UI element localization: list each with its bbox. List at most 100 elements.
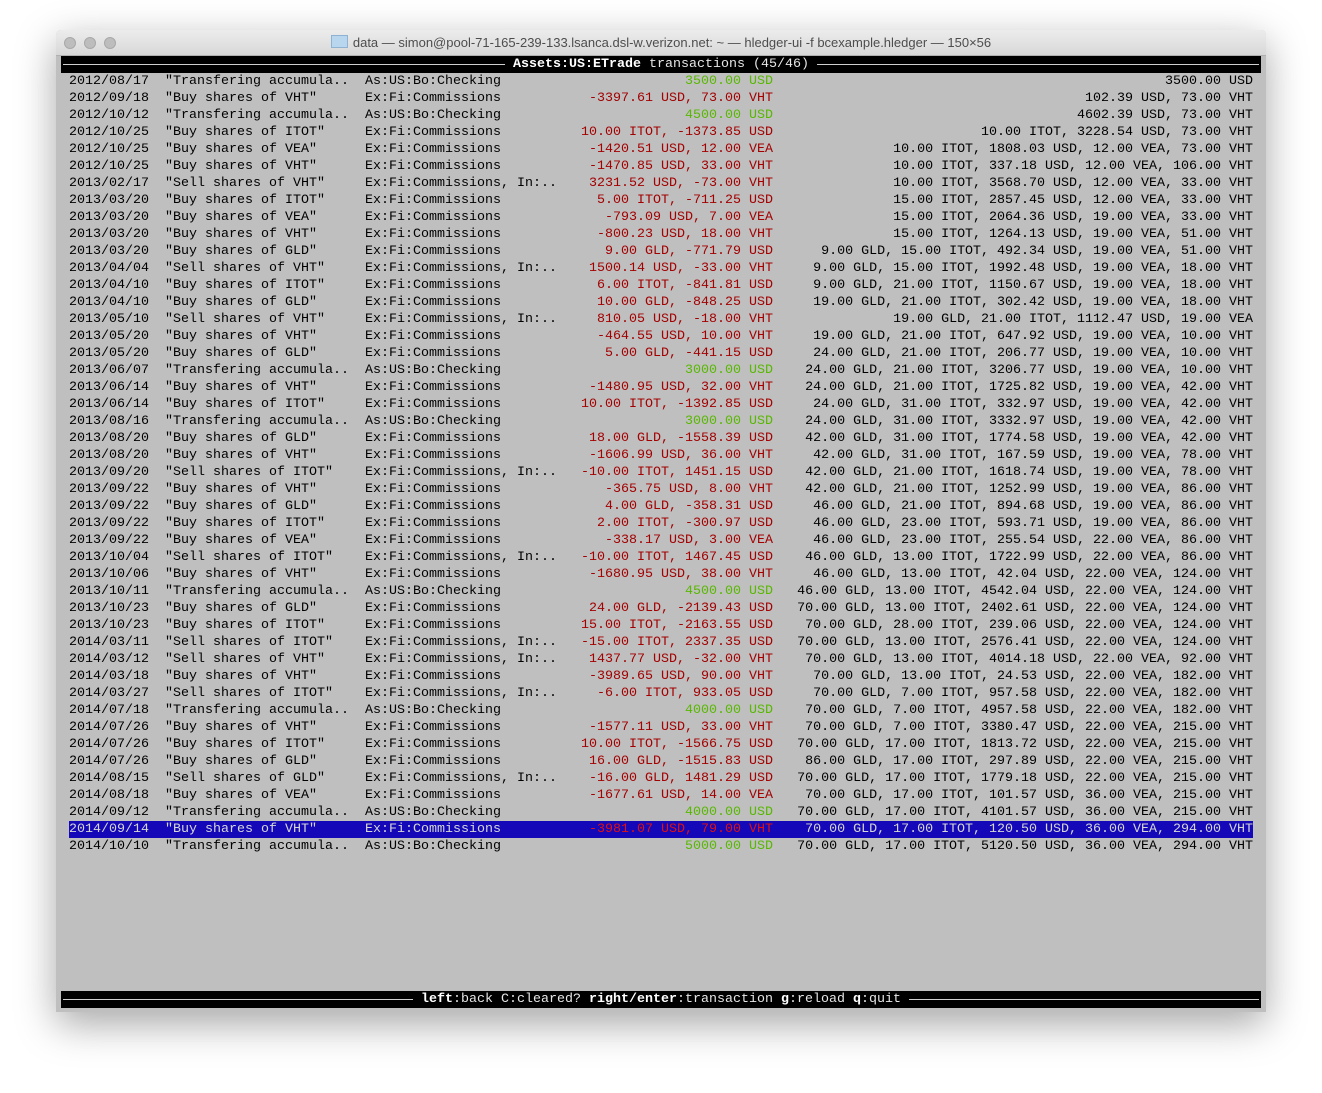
transaction-row[interactable]: 2013/03/20 "Buy shares of ITOT" Ex:Fi:Comm…	[61, 192, 1261, 209]
key-hint: right/enter:transaction	[589, 992, 773, 1007]
selected-transaction-row[interactable]: 2014/09/14 "Buy shares of VHT" Ex:Fi:Commi…	[69, 821, 1253, 838]
transaction-row[interactable]: 2012/10/25 "Buy shares of ITOT" Ex:Fi:Comm…	[61, 124, 1261, 141]
transaction-row[interactable]: 2014/07/26 "Buy shares of VHT" Ex:Fi:Commi…	[61, 719, 1261, 736]
transaction-row[interactable]: 2014/03/18 "Buy shares of VHT" Ex:Fi:Commi…	[61, 668, 1261, 685]
transaction-row[interactable]: 2014/08/18 "Buy shares of VEA" Ex:Fi:Commi…	[61, 787, 1261, 804]
transaction-row[interactable]: 2012/10/12 "Transfering accumula.. As:US:B…	[61, 107, 1261, 124]
account-cell: Ex:Fi:Commissions, In:..	[365, 686, 557, 701]
description-cell: "Buy shares of ITOT"	[165, 193, 325, 208]
transaction-row[interactable]: 2012/08/17 "Transfering accumula.. As:US:B…	[61, 73, 1261, 90]
balance-cell: 46.00 GLD, 13.00 ITOT, 1722.99 USD, 22.0…	[805, 550, 1253, 565]
transaction-row[interactable]: 2013/08/16 "Transfering accumula.. As:US:B…	[61, 413, 1261, 430]
balance-cell: 42.00 GLD, 31.00 ITOT, 1774.58 USD, 19.0…	[805, 431, 1253, 446]
change-amount-cell: 4500.00 USD	[685, 584, 773, 599]
transaction-row[interactable]: 2014/08/15 "Sell shares of GLD" Ex:Fi:Comm…	[61, 770, 1261, 787]
balance-cell: 24.00 GLD, 31.00 ITOT, 332.97 USD, 19.00…	[813, 397, 1253, 412]
balance-cell: 86.00 GLD, 17.00 ITOT, 297.89 USD, 22.00…	[805, 754, 1253, 769]
balance-cell: 9.00 GLD, 15.00 ITOT, 492.34 USD, 19.00 …	[821, 244, 1253, 259]
change-amount-cell: 9.00 GLD, -771.79 USD	[605, 244, 773, 259]
balance-cell: 46.00 GLD, 23.00 ITOT, 593.71 USD, 19.00…	[813, 516, 1253, 531]
description-cell: "Sell shares of ITOT"	[165, 686, 333, 701]
account-cell: Ex:Fi:Commissions	[365, 329, 501, 344]
transaction-row[interactable]: 2013/06/14 "Buy shares of ITOT" Ex:Fi:Comm…	[61, 396, 1261, 413]
transaction-row[interactable]: 2014/03/12 "Sell shares of VHT" Ex:Fi:Comm…	[61, 651, 1261, 668]
change-amount-cell: -15.00 ITOT, 2337.35 USD	[581, 635, 773, 650]
transaction-row[interactable]: 2013/03/20 "Buy shares of VHT" Ex:Fi:Commi…	[61, 226, 1261, 243]
transaction-row[interactable]: 2013/10/23 "Buy shares of ITOT" Ex:Fi:Comm…	[61, 617, 1261, 634]
transaction-row[interactable]: 2013/10/23 "Buy shares of GLD" Ex:Fi:Commi…	[61, 600, 1261, 617]
transaction-row[interactable]: 2013/05/20 "Buy shares of VHT" Ex:Fi:Commi…	[61, 328, 1261, 345]
key-name: left	[421, 992, 454, 1007]
transaction-row[interactable]: 2013/08/20 "Buy shares of VHT" Ex:Fi:Commi…	[61, 447, 1261, 464]
date-cell: 2013/03/20	[69, 244, 149, 259]
transaction-row[interactable]: 2013/09/22 "Buy shares of GLD" Ex:Fi:Commi…	[61, 498, 1261, 515]
transaction-row[interactable]: 2014/07/18 "Transfering accumula.. As:US:B…	[61, 702, 1261, 719]
date-cell: 2013/09/22	[69, 499, 149, 514]
account-cell: Ex:Fi:Commissions	[365, 210, 501, 225]
description-cell: "Buy shares of ITOT"	[165, 397, 325, 412]
date-cell: 2013/06/14	[69, 380, 149, 395]
description-cell: "Buy shares of GLD"	[165, 295, 317, 310]
terminal-window: data — simon@pool-71-165-239-133.lsanca.…	[56, 30, 1266, 1012]
transaction-row[interactable]: 2012/09/18 "Buy shares of VHT" Ex:Fi:Commi…	[61, 90, 1261, 107]
description-cell: "Buy shares of GLD"	[165, 601, 317, 616]
key-name: C	[501, 992, 510, 1007]
transaction-row[interactable]: 2013/06/14 "Buy shares of VHT" Ex:Fi:Commi…	[61, 379, 1261, 396]
transaction-row[interactable]: 2014/07/26 "Buy shares of GLD" Ex:Fi:Commi…	[61, 753, 1261, 770]
transaction-row[interactable]: 2014/07/26 "Buy shares of ITOT" Ex:Fi:Comm…	[61, 736, 1261, 753]
transaction-row[interactable]: 2013/04/10 "Buy shares of ITOT" Ex:Fi:Comm…	[61, 277, 1261, 294]
balance-cell: 42.00 GLD, 21.00 ITOT, 1252.99 USD, 19.0…	[805, 482, 1253, 497]
transaction-row[interactable]: 2013/10/06 "Buy shares of VHT" Ex:Fi:Commi…	[61, 566, 1261, 583]
transaction-row[interactable]: 2013/09/20 "Sell shares of ITOT" Ex:Fi:Com…	[61, 464, 1261, 481]
description-cell: "Buy shares of GLD"	[165, 346, 317, 361]
transaction-row[interactable]: 2014/09/12 "Transfering accumula.. As:US:B…	[61, 804, 1261, 821]
account-cell: Ex:Fi:Commissions, In:..	[365, 465, 557, 480]
change-amount-cell: -338.17 USD, 3.00 VEA	[605, 533, 773, 548]
transaction-row[interactable]: 2012/10/25 "Buy shares of VHT" Ex:Fi:Commi…	[61, 158, 1261, 175]
description-cell: "Buy shares of VEA"	[165, 533, 317, 548]
transaction-row[interactable]: 2013/02/17 "Sell shares of VHT" Ex:Fi:Comm…	[61, 175, 1261, 192]
zoom-button[interactable]	[104, 37, 116, 49]
description-cell: "Buy shares of VHT"	[165, 448, 317, 463]
transaction-row[interactable]: 2013/05/10 "Sell shares of VHT" Ex:Fi:Comm…	[61, 311, 1261, 328]
transaction-row[interactable]: 2013/09/22 "Buy shares of VHT" Ex:Fi:Commi…	[61, 481, 1261, 498]
account-cell: Ex:Fi:Commissions, In:..	[365, 176, 557, 191]
transaction-row[interactable]: 2013/03/20 "Buy shares of VEA" Ex:Fi:Commi…	[61, 209, 1261, 226]
transaction-row[interactable]: 2013/03/20 "Buy shares of GLD" Ex:Fi:Commi…	[61, 243, 1261, 260]
close-button[interactable]	[64, 37, 76, 49]
account-cell: As:US:Bo:Checking	[365, 703, 501, 718]
date-cell: 2013/10/11	[69, 584, 149, 599]
account-cell: Ex:Fi:Commissions	[365, 380, 501, 395]
key-hint: C:cleared?	[501, 992, 582, 1007]
balance-cell: 42.00 GLD, 21.00 ITOT, 1618.74 USD, 19.0…	[805, 465, 1253, 480]
balance-cell: 46.00 GLD, 13.00 ITOT, 4542.04 USD, 22.0…	[797, 584, 1253, 599]
description-cell: "Sell shares of VHT"	[165, 261, 325, 276]
date-cell: 2014/07/26	[69, 720, 149, 735]
transaction-row[interactable]: 2013/04/04 "Sell shares of VHT" Ex:Fi:Comm…	[61, 260, 1261, 277]
date-cell: 2013/06/14	[69, 397, 149, 412]
key-hint: g:reload	[780, 992, 845, 1007]
description-cell: "Transfering accumula..	[165, 414, 349, 429]
transaction-row[interactable]: 2014/03/11 "Sell shares of ITOT" Ex:Fi:Com…	[61, 634, 1261, 651]
transaction-row[interactable]: 2013/05/20 "Buy shares of GLD" Ex:Fi:Commi…	[61, 345, 1261, 362]
transaction-row[interactable]: 2012/10/25 "Buy shares of VEA" Ex:Fi:Commi…	[61, 141, 1261, 158]
description-cell: "Buy shares of VEA"	[165, 142, 317, 157]
date-cell: 2014/07/26	[69, 754, 149, 769]
description-cell: "Buy shares of VHT"	[165, 227, 317, 242]
minimize-button[interactable]	[84, 37, 96, 49]
transaction-row[interactable]: 2013/04/10 "Buy shares of GLD" Ex:Fi:Commi…	[61, 294, 1261, 311]
transactions-count: transactions (45/46)	[641, 57, 809, 72]
transaction-row[interactable]: 2014/03/27 "Sell shares of ITOT" Ex:Fi:Com…	[61, 685, 1261, 702]
balance-cell: 10.00 ITOT, 3228.54 USD, 73.00 VHT	[981, 125, 1253, 140]
description-cell: "Buy shares of VHT"	[165, 329, 317, 344]
transaction-row[interactable]: 2013/06/07 "Transfering accumula.. As:US:B…	[61, 362, 1261, 379]
transaction-row[interactable]: 2013/10/04 "Sell shares of ITOT" Ex:Fi:Com…	[61, 549, 1261, 566]
transaction-row[interactable]: 2013/09/22 "Buy shares of VEA" Ex:Fi:Commi…	[61, 532, 1261, 549]
account-cell: Ex:Fi:Commissions	[365, 431, 501, 446]
description-cell: "Transfering accumula..	[165, 839, 349, 854]
date-cell: 2014/10/10	[69, 839, 149, 854]
transaction-row[interactable]: 2014/10/10 "Transfering accumula.. As:US:B…	[61, 838, 1261, 855]
transaction-row[interactable]: 2013/08/20 "Buy shares of GLD" Ex:Fi:Commi…	[61, 430, 1261, 447]
transaction-row[interactable]: 2013/09/22 "Buy shares of ITOT" Ex:Fi:Comm…	[61, 515, 1261, 532]
transaction-row[interactable]: 2013/10/11 "Transfering accumula.. As:US:B…	[61, 583, 1261, 600]
